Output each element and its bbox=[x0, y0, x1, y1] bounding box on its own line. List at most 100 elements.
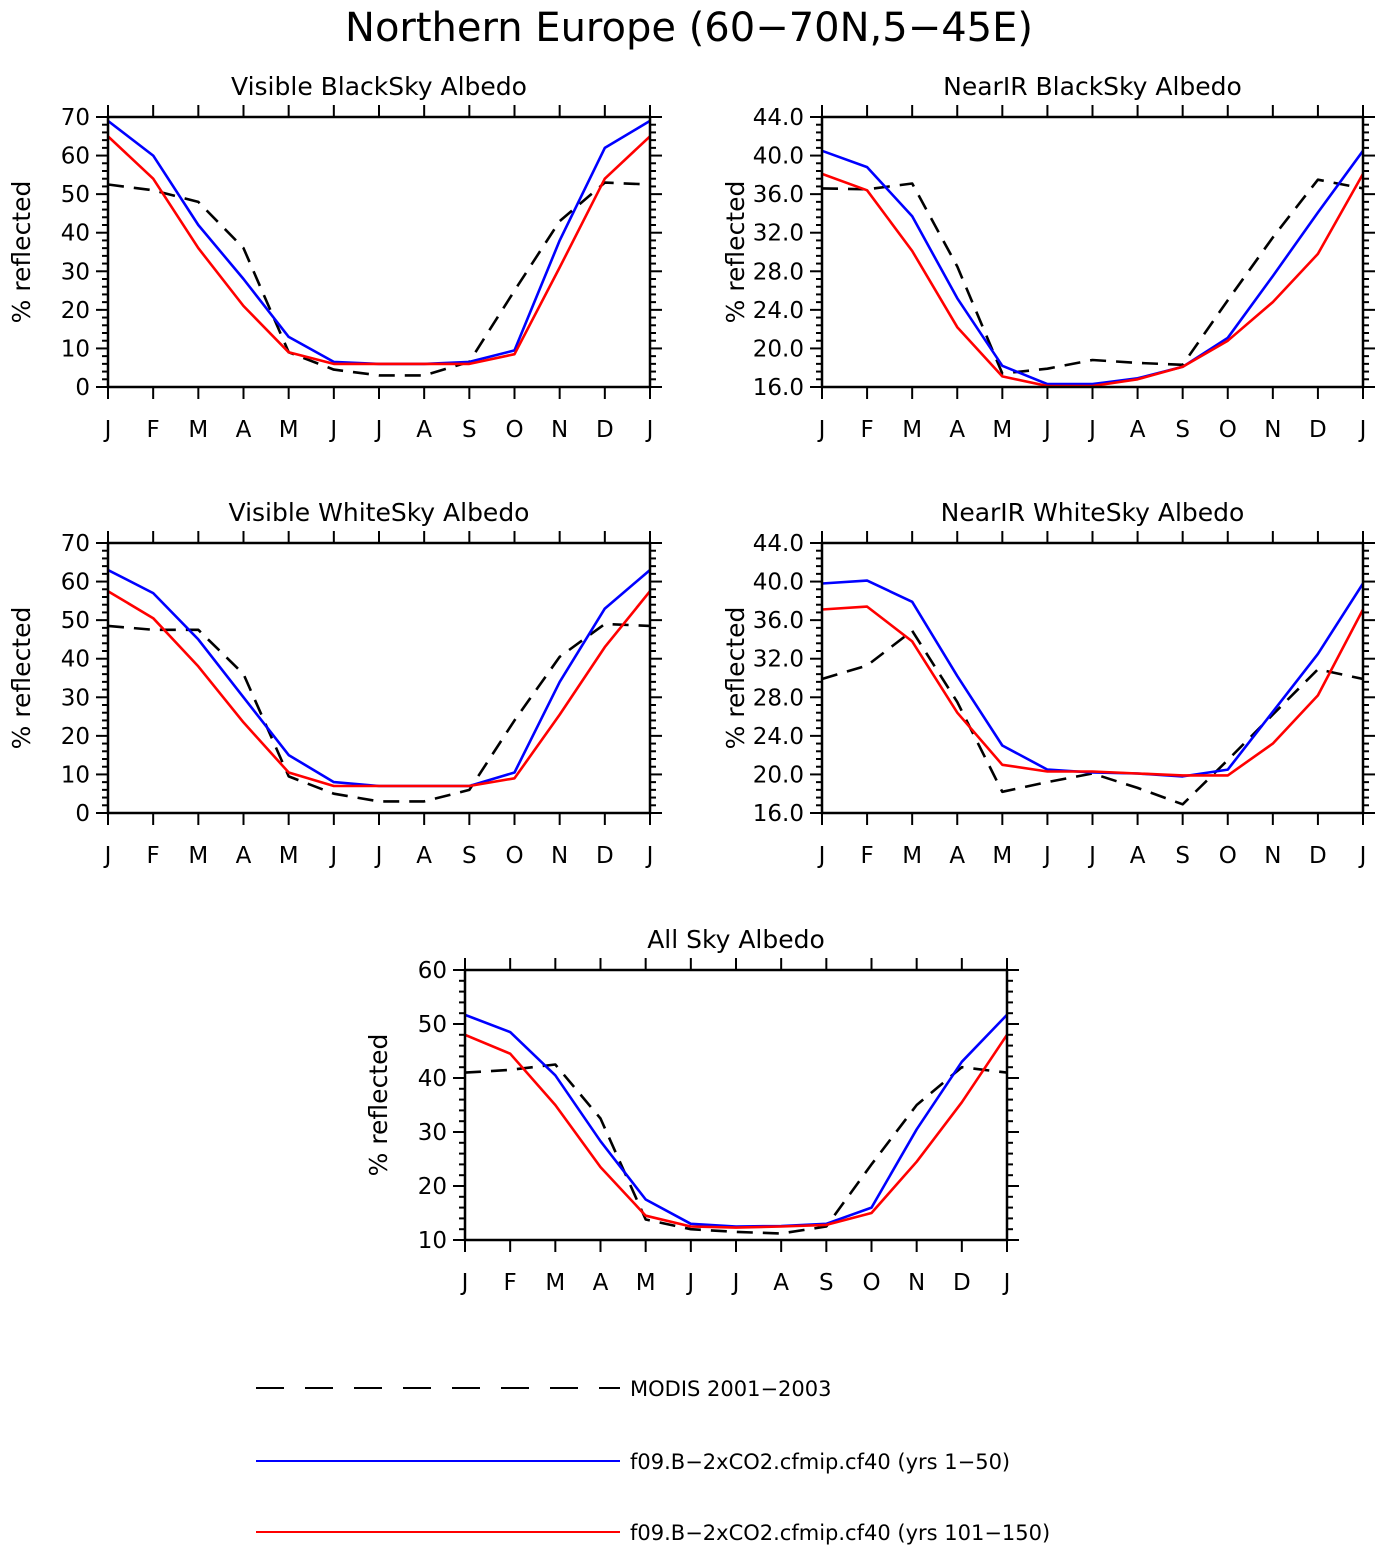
y-tick-label: 44.0 bbox=[753, 105, 804, 131]
x-tick-label: A bbox=[949, 843, 965, 869]
x-tick-label: J bbox=[645, 843, 654, 869]
y-axis-label: % reflected bbox=[7, 607, 36, 750]
x-tick-label: S bbox=[462, 417, 477, 443]
series-line-modis bbox=[108, 622, 650, 803]
plot-frame bbox=[820, 115, 1365, 389]
y-axis-label: % reflected bbox=[721, 181, 750, 324]
series-line-run1 bbox=[465, 1013, 1007, 1228]
x-tick-label: F bbox=[147, 843, 160, 869]
x-tick-label: J bbox=[1042, 417, 1051, 443]
x-tick-label: D bbox=[1309, 843, 1327, 869]
x-tick-label: S bbox=[1175, 417, 1190, 443]
series-line-modis bbox=[822, 629, 1363, 806]
x-tick-label: S bbox=[819, 1270, 834, 1296]
y-tick-label: 60 bbox=[61, 144, 90, 170]
x-tick-label: M bbox=[545, 1270, 565, 1296]
x-tick-label: S bbox=[1175, 843, 1190, 869]
x-tick-label: N bbox=[551, 843, 568, 869]
x-tick-label: N bbox=[551, 417, 568, 443]
data-lines bbox=[108, 568, 650, 803]
x-tick-label: A bbox=[1130, 843, 1146, 869]
y-tick-label: 30 bbox=[61, 685, 90, 711]
panel-1: Visible BlackSky Albedo % reflected J F M A M J… bbox=[7, 72, 662, 443]
x-tick-label: M bbox=[902, 417, 922, 443]
tick-marks bbox=[96, 105, 662, 399]
series-line-run2 bbox=[822, 605, 1363, 777]
tick-marks bbox=[96, 531, 662, 825]
series-line-run1 bbox=[108, 568, 650, 788]
x-tick-label: M bbox=[188, 417, 208, 443]
x-tick-label: M bbox=[992, 843, 1012, 869]
x-tick-label: J bbox=[328, 843, 337, 869]
y-tick-label: 36.0 bbox=[753, 182, 804, 208]
legend: MODIS 2001−2003 f09.B−2xCO2.cfmip.cf40 (y… bbox=[256, 1377, 1050, 1545]
y-tick-label: 0 bbox=[75, 375, 90, 401]
x-tick-label: J bbox=[731, 1270, 740, 1296]
y-tick-label: 10 bbox=[61, 336, 90, 362]
x-tick-label: M bbox=[636, 1270, 656, 1296]
panels: Visible BlackSky Albedo % reflected J F M A M J… bbox=[7, 72, 1375, 1296]
y-tick-label: 20 bbox=[61, 724, 90, 750]
figure-title: Northern Europe (60−70N,5−45E) bbox=[345, 5, 1033, 51]
y-tick-label: 36.0 bbox=[753, 608, 804, 634]
x-tick-label: A bbox=[416, 843, 432, 869]
y-tick-label: 24.0 bbox=[753, 724, 804, 750]
y-tick-label: 24.0 bbox=[753, 298, 804, 324]
x-tick-label: D bbox=[953, 1270, 971, 1296]
x-tick-label: M bbox=[279, 417, 299, 443]
x-tick-label: J bbox=[1042, 843, 1051, 869]
x-tick-label: O bbox=[505, 843, 523, 869]
x-tick-label: J bbox=[328, 417, 337, 443]
x-tick-label: J bbox=[1087, 843, 1096, 869]
y-tick-label: 20 bbox=[418, 1174, 447, 1200]
series-line-run2 bbox=[108, 135, 650, 366]
x-tick-label: F bbox=[860, 843, 873, 869]
x-tick-label: A bbox=[416, 417, 432, 443]
y-tick-label: 20 bbox=[61, 298, 90, 324]
x-tick-label: F bbox=[860, 417, 873, 443]
y-tick-label: 28.0 bbox=[753, 259, 804, 285]
x-tick-label: J bbox=[374, 417, 383, 443]
x-tick-label: F bbox=[147, 417, 160, 443]
data-lines bbox=[822, 579, 1363, 806]
y-tick-label: 16.0 bbox=[753, 801, 804, 827]
x-tick-label: J bbox=[1358, 417, 1367, 443]
legend-label-run1: f09.B−2xCO2.cfmip.cf40 (yrs 1−50) bbox=[630, 1450, 1010, 1474]
series-line-modis bbox=[465, 1063, 1007, 1235]
x-tick-label: D bbox=[596, 843, 614, 869]
y-tick-label: 40 bbox=[61, 221, 90, 247]
x-tick-label: A bbox=[773, 1270, 789, 1296]
x-tick-label: J bbox=[1358, 843, 1367, 869]
series-line-run2 bbox=[108, 590, 650, 788]
x-tick-label: J bbox=[817, 417, 826, 443]
x-tick-label: J bbox=[103, 417, 112, 443]
y-tick-label: 0 bbox=[75, 801, 90, 827]
series-line-modis bbox=[822, 178, 1363, 375]
x-tick-label: M bbox=[279, 843, 299, 869]
y-tick-label: 20.0 bbox=[753, 762, 804, 788]
y-tick-label: 10 bbox=[418, 1228, 447, 1254]
x-tick-label: N bbox=[1264, 417, 1281, 443]
series-line-run2 bbox=[465, 1033, 1007, 1229]
y-tick-label: 40.0 bbox=[753, 144, 804, 170]
panel-5: All Sky Albedo % reflected J F M A M J J A S O N D J 10… bbox=[364, 925, 1019, 1296]
panel-2: NearIR BlackSky Albedo % reflected J F M A M J J… bbox=[721, 72, 1375, 443]
y-axis-label: % reflected bbox=[721, 607, 750, 750]
series-line-modis bbox=[108, 181, 650, 377]
tick-marks bbox=[810, 531, 1375, 825]
y-tick-label: 28.0 bbox=[753, 685, 804, 711]
data-lines bbox=[108, 119, 650, 377]
y-tick-label: 20.0 bbox=[753, 336, 804, 362]
y-tick-label: 30 bbox=[61, 259, 90, 285]
y-tick-label: 50 bbox=[61, 182, 90, 208]
y-tick-label: 16.0 bbox=[753, 375, 804, 401]
plot-frame bbox=[106, 541, 652, 815]
series-line-run1 bbox=[108, 119, 650, 366]
legend-label-run2: f09.B−2xCO2.cfmip.cf40 (yrs 101−150) bbox=[630, 1521, 1050, 1545]
legend-label-modis: MODIS 2001−2003 bbox=[630, 1377, 832, 1401]
y-tick-label: 40.0 bbox=[753, 570, 804, 596]
x-tick-label: N bbox=[908, 1270, 925, 1296]
x-tick-label: J bbox=[1087, 417, 1096, 443]
panel-title: NearIR BlackSky Albedo bbox=[943, 72, 1242, 101]
x-tick-label: F bbox=[504, 1270, 517, 1296]
